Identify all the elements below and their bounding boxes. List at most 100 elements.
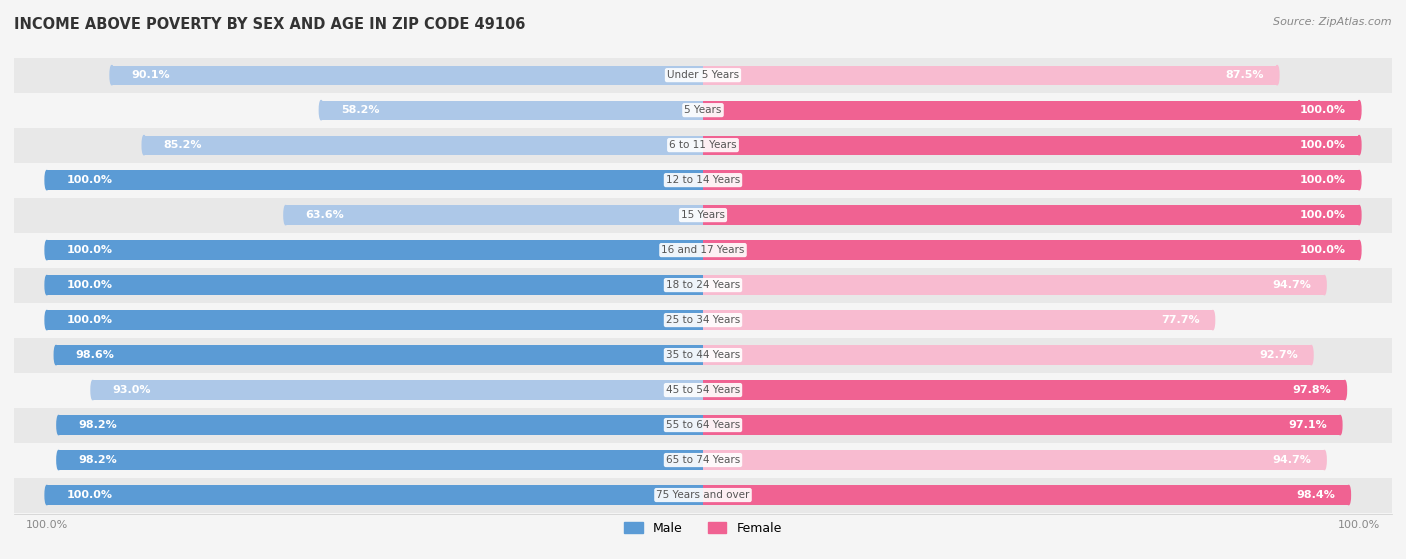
Bar [703, 381, 1344, 400]
Circle shape [1323, 276, 1326, 295]
Bar [14, 163, 1392, 198]
Text: 92.7%: 92.7% [1260, 350, 1298, 360]
Bar [703, 135, 1360, 155]
Text: 94.7%: 94.7% [1272, 455, 1312, 465]
Bar [14, 372, 1392, 408]
Text: 87.5%: 87.5% [1226, 70, 1264, 80]
Bar [46, 485, 703, 505]
Bar [703, 451, 1324, 470]
Text: 85.2%: 85.2% [163, 140, 202, 150]
Circle shape [1347, 485, 1350, 505]
Bar [703, 345, 1312, 364]
Circle shape [1343, 381, 1347, 400]
Bar [14, 408, 1392, 443]
Bar [46, 310, 703, 330]
Bar [321, 101, 703, 120]
Circle shape [91, 381, 94, 400]
Bar [703, 276, 1324, 295]
Circle shape [1357, 101, 1361, 120]
Circle shape [56, 415, 60, 435]
Text: 63.6%: 63.6% [305, 210, 344, 220]
Bar [46, 276, 703, 295]
Text: 100.0%: 100.0% [1301, 175, 1346, 185]
Text: 58.2%: 58.2% [340, 105, 380, 115]
Bar [59, 415, 703, 435]
Text: 90.1%: 90.1% [132, 70, 170, 80]
Bar [703, 101, 1360, 120]
Text: 98.2%: 98.2% [79, 420, 117, 430]
Bar [56, 345, 703, 364]
Circle shape [45, 240, 49, 260]
Circle shape [1211, 310, 1215, 330]
Bar [14, 443, 1392, 477]
Circle shape [1357, 206, 1361, 225]
Bar [59, 451, 703, 470]
Text: 25 to 34 Years: 25 to 34 Years [666, 315, 740, 325]
Text: 35 to 44 Years: 35 to 44 Years [666, 350, 740, 360]
Circle shape [45, 485, 49, 505]
Circle shape [1339, 415, 1341, 435]
Bar [46, 240, 703, 260]
Bar [143, 135, 703, 155]
Text: 15 Years: 15 Years [681, 210, 725, 220]
Text: INCOME ABOVE POVERTY BY SEX AND AGE IN ZIP CODE 49106: INCOME ABOVE POVERTY BY SEX AND AGE IN Z… [14, 17, 526, 32]
Text: 97.8%: 97.8% [1294, 385, 1331, 395]
Text: 75 Years and over: 75 Years and over [657, 490, 749, 500]
Text: 77.7%: 77.7% [1161, 315, 1199, 325]
Text: 16 and 17 Years: 16 and 17 Years [661, 245, 745, 255]
Bar [703, 485, 1348, 505]
Bar [93, 381, 703, 400]
Circle shape [1323, 451, 1326, 470]
Bar [14, 302, 1392, 338]
Text: 5 Years: 5 Years [685, 105, 721, 115]
Circle shape [45, 310, 49, 330]
Text: 65 to 74 Years: 65 to 74 Years [666, 455, 740, 465]
Bar [14, 477, 1392, 513]
Circle shape [56, 451, 60, 470]
Text: 100.0%: 100.0% [66, 315, 112, 325]
Text: 12 to 14 Years: 12 to 14 Years [666, 175, 740, 185]
Bar [46, 170, 703, 190]
Bar [14, 198, 1392, 233]
Bar [14, 268, 1392, 302]
Bar [703, 310, 1213, 330]
Bar [703, 65, 1277, 85]
Text: 55 to 64 Years: 55 to 64 Years [666, 420, 740, 430]
Circle shape [284, 206, 287, 225]
Text: 100.0%: 100.0% [66, 175, 112, 185]
Text: 100.0%: 100.0% [1301, 105, 1346, 115]
Bar [112, 65, 703, 85]
Bar [285, 206, 703, 225]
Bar [14, 58, 1392, 93]
Text: 100.0%: 100.0% [1301, 210, 1346, 220]
Circle shape [1309, 345, 1313, 364]
Text: 18 to 24 Years: 18 to 24 Years [666, 280, 740, 290]
Text: 98.6%: 98.6% [76, 350, 115, 360]
Bar [703, 170, 1360, 190]
Bar [703, 415, 1340, 435]
Legend: Male, Female: Male, Female [619, 517, 787, 540]
Circle shape [319, 101, 323, 120]
Circle shape [55, 345, 58, 364]
Text: 97.1%: 97.1% [1288, 420, 1327, 430]
Text: 100.0%: 100.0% [1301, 245, 1346, 255]
Bar [14, 338, 1392, 372]
Text: 6 to 11 Years: 6 to 11 Years [669, 140, 737, 150]
Text: 98.4%: 98.4% [1296, 490, 1336, 500]
Text: 100.0%: 100.0% [66, 490, 112, 500]
Text: 93.0%: 93.0% [112, 385, 150, 395]
Text: 45 to 54 Years: 45 to 54 Years [666, 385, 740, 395]
Text: 100.0%: 100.0% [1301, 140, 1346, 150]
Circle shape [1357, 170, 1361, 190]
Text: Source: ZipAtlas.com: Source: ZipAtlas.com [1274, 17, 1392, 27]
Circle shape [45, 170, 49, 190]
Circle shape [110, 65, 114, 85]
Circle shape [142, 135, 146, 155]
Bar [14, 127, 1392, 163]
Circle shape [1357, 135, 1361, 155]
Text: 100.0%: 100.0% [66, 245, 112, 255]
Bar [703, 206, 1360, 225]
Bar [703, 240, 1360, 260]
Text: Under 5 Years: Under 5 Years [666, 70, 740, 80]
Circle shape [1275, 65, 1279, 85]
